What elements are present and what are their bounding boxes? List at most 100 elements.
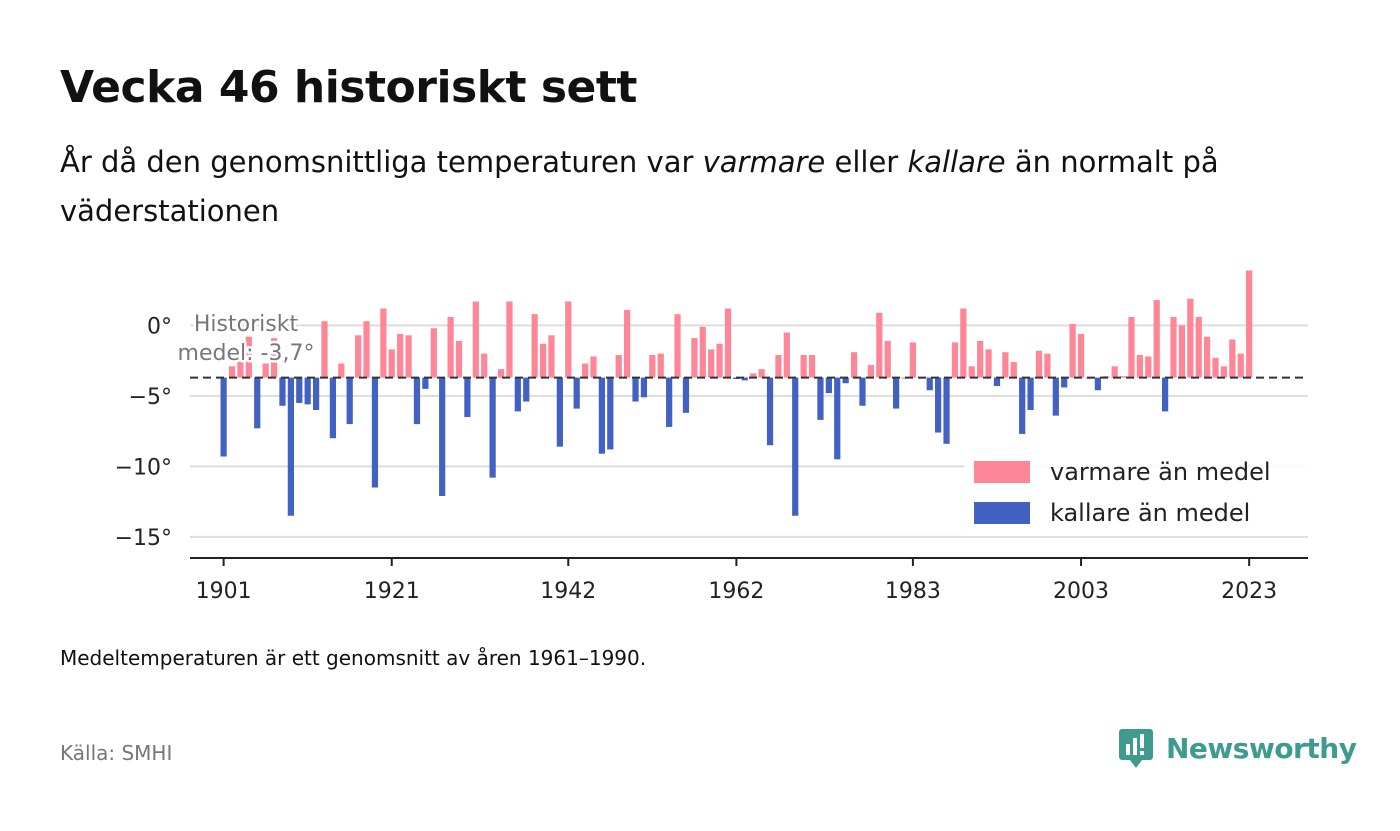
warm-bar xyxy=(867,364,874,378)
cold-bar xyxy=(464,377,471,418)
cold-bar xyxy=(640,377,648,398)
warm-bar xyxy=(397,333,404,378)
warm-bar xyxy=(800,355,807,378)
warm-bar xyxy=(985,349,992,378)
warm-bar xyxy=(1237,353,1244,378)
warm-bar xyxy=(716,343,723,378)
warm-bar xyxy=(245,336,252,378)
axes: 0° −5° −10° −15° 1901 1921 1942 1962 1983 2003 202… xyxy=(115,314,1308,604)
cold-bar xyxy=(842,377,849,384)
warm-bar xyxy=(657,353,664,378)
warm-bar xyxy=(1187,298,1194,378)
warm-bar xyxy=(472,301,479,378)
warm-bar xyxy=(355,335,362,378)
cold-bar xyxy=(792,377,799,516)
cold-bar xyxy=(556,377,563,447)
warm-bar xyxy=(960,308,967,378)
x-tick-label: 2003 xyxy=(1053,579,1109,604)
legend-warm-label: varmare än medel xyxy=(1050,458,1271,486)
legend-cold-label: kallare än medel xyxy=(1050,499,1250,527)
mean-reference: Historiskt medel: -3,7° xyxy=(175,310,1308,379)
warm-bar xyxy=(775,355,782,378)
cold-bar xyxy=(825,377,832,394)
warm-bar xyxy=(363,321,370,378)
cold-bar xyxy=(489,377,496,478)
warm-bar xyxy=(539,343,547,378)
warm-bar xyxy=(1002,352,1009,378)
warm-bar xyxy=(506,301,513,378)
warm-bar xyxy=(380,308,387,378)
cold-bar xyxy=(304,377,311,405)
warm-bar xyxy=(262,363,269,378)
warm-bar xyxy=(497,369,505,378)
cold-bar xyxy=(573,377,580,409)
warm-bar xyxy=(1145,356,1152,378)
warm-bar xyxy=(876,312,883,378)
cold-bar xyxy=(993,377,1001,387)
cold-bar xyxy=(834,377,841,460)
warm-bar xyxy=(1044,353,1051,378)
legend-warm-swatch xyxy=(974,461,1030,483)
warm-bar xyxy=(1069,324,1076,378)
warm-bar xyxy=(388,349,395,378)
subtitle-cold-word: kallare xyxy=(907,145,1006,179)
subtitle-part-2: eller xyxy=(825,145,908,179)
cold-bar xyxy=(935,377,942,433)
cold-bar xyxy=(632,377,639,402)
newsworthy-logo-icon xyxy=(1119,729,1153,768)
warm-bar xyxy=(884,340,891,378)
cold-bar xyxy=(296,377,303,403)
cold-bar xyxy=(1052,377,1059,416)
warm-bar xyxy=(1170,316,1177,378)
cold-bar xyxy=(413,377,421,425)
cold-bar xyxy=(766,377,774,446)
legend: varmare än medel kallare än medel xyxy=(964,448,1308,536)
warm-bar xyxy=(1195,316,1202,378)
y-tick-label: 0° xyxy=(147,314,172,339)
y-tick-label: −15° xyxy=(115,526,172,551)
warm-bar xyxy=(1178,325,1186,378)
warm-bar xyxy=(237,359,244,378)
y-tick-label: −5° xyxy=(129,385,172,410)
warm-bar xyxy=(699,326,706,378)
cold-bar xyxy=(346,377,353,425)
warm-bar xyxy=(1077,333,1085,378)
warm-bar xyxy=(228,366,236,378)
subtitle-warm-word: varmare xyxy=(702,145,826,179)
warm-bar xyxy=(1212,357,1219,378)
cold-bar xyxy=(943,377,950,444)
cold-bar xyxy=(1061,377,1068,388)
warm-bar xyxy=(590,356,597,378)
cold-bar xyxy=(279,377,286,406)
warm-bar xyxy=(808,355,816,378)
cold-bar xyxy=(523,377,530,402)
warm-bar xyxy=(674,314,681,378)
cold-bar xyxy=(254,377,261,429)
cold-bar xyxy=(859,377,866,406)
warm-bar xyxy=(1204,336,1211,378)
cold-bar xyxy=(329,377,337,439)
warm-bar xyxy=(901,377,908,379)
warm-bar xyxy=(783,332,790,378)
footnote: Medeltemperaturen är ett genomsnitt av å… xyxy=(60,646,647,670)
source-label: Källa: SMHI xyxy=(60,741,173,765)
warm-bar xyxy=(708,349,715,378)
warm-bar xyxy=(977,340,984,378)
warm-bar xyxy=(1246,270,1253,378)
cold-bar xyxy=(682,377,690,413)
warm-bar xyxy=(430,328,437,378)
subtitle-part-3: än normalt på väderstationen xyxy=(60,145,1219,228)
x-tick-label: 1983 xyxy=(885,579,941,604)
newsworthy-logo-text: Newsworthy xyxy=(1166,731,1357,765)
warm-bar xyxy=(909,342,917,378)
cold-bar xyxy=(1019,377,1026,434)
cold-bar xyxy=(422,377,429,389)
cold-bar xyxy=(287,377,294,516)
warm-bar xyxy=(758,369,765,378)
x-tick-label: 1921 xyxy=(364,579,420,604)
warm-bar xyxy=(531,314,538,378)
warm-bar xyxy=(1136,355,1143,378)
warm-bar xyxy=(850,352,858,378)
legend-cold-swatch xyxy=(974,502,1030,524)
